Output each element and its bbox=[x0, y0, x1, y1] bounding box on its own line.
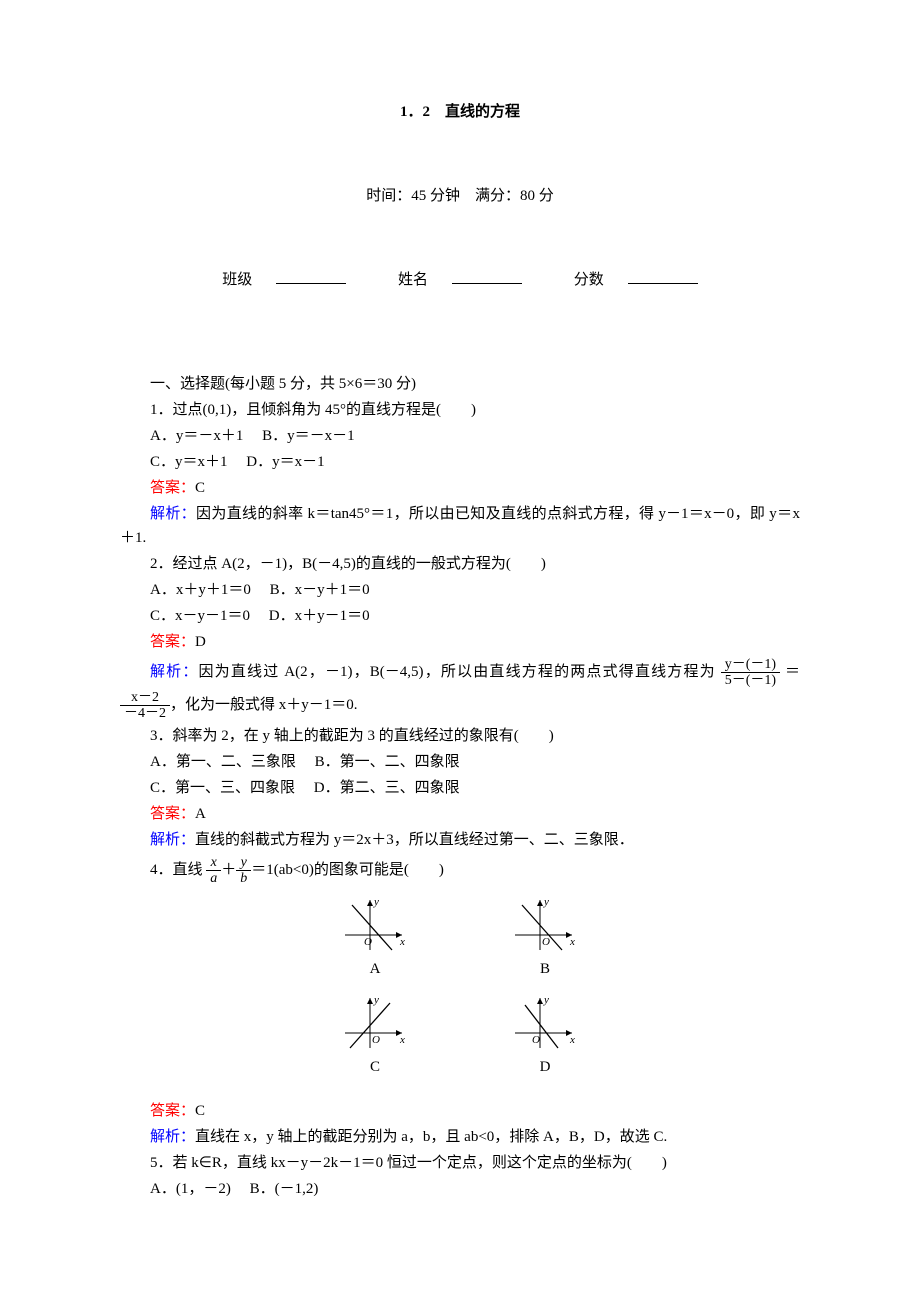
svg-text:x: x bbox=[569, 936, 575, 948]
analysis-label: 解析： bbox=[150, 1129, 195, 1145]
q3-answer: 答案：A bbox=[120, 802, 800, 826]
q4-frac2-den: b bbox=[236, 871, 251, 886]
q4-analysis-text: 直线在 x，y 轴上的截距分别为 a，b，且 ab<0，排除 A，B，D，故选 … bbox=[195, 1129, 667, 1145]
q1-analysis-text: 因为直线的斜率 k＝tan45°＝1，所以由已知及直线的点斜式方程，得 y－1＝… bbox=[120, 506, 800, 546]
q4-frac1: x a bbox=[206, 855, 221, 887]
diagram-label-B: B bbox=[540, 957, 550, 981]
class-blank[interactable] bbox=[276, 269, 346, 284]
q4-analysis: 解析：直线在 x，y 轴上的截距分别为 a，b，且 ab<0，排除 A，B，D，… bbox=[120, 1125, 800, 1149]
q2-optC: C．x－y－1＝0 bbox=[150, 608, 250, 624]
q2-analysis-pre: 因为直线过 A(2，－1)，B(－4,5)，所以由直线方程的两点式得直线方程为 bbox=[199, 664, 716, 680]
q4-diagram-D: O x y D bbox=[510, 993, 580, 1079]
svg-text:x: x bbox=[569, 1034, 575, 1046]
page-title: 1．2 直线的方程 bbox=[120, 100, 800, 124]
origin-label: O bbox=[364, 936, 372, 948]
q2-options-row2: C．x－y－1＝0 D．x＋y－1＝0 bbox=[120, 604, 800, 628]
answer-label: 答案： bbox=[150, 480, 195, 496]
q1-answer-value: C bbox=[195, 480, 205, 496]
diagram-label-A: A bbox=[370, 957, 381, 981]
q4-frac1-num: x bbox=[206, 855, 221, 871]
content: 一、选择题(每小题 5 分，共 5×6＝30 分) 1．过点(0,1)，且倾斜角… bbox=[120, 372, 800, 1201]
time-score: 时间：45 分钟 满分：80 分 bbox=[120, 184, 800, 208]
q2-optD: D．x＋y－1＝0 bbox=[269, 608, 370, 624]
class-label: 班级 bbox=[222, 272, 252, 288]
name-label: 姓名 bbox=[398, 272, 428, 288]
q3-analysis: 解析：直线的斜截式方程为 y＝2x＋3，所以直线经过第一、二、三象限． bbox=[120, 828, 800, 852]
svg-text:O: O bbox=[372, 1034, 380, 1046]
analysis-label: 解析： bbox=[150, 506, 196, 522]
q4-answer: 答案：C bbox=[120, 1099, 800, 1123]
answer-label: 答案： bbox=[150, 634, 195, 650]
q4-stem: 4．直线 x a ＋ y b ＝1(ab<0)的图象可能是( ) bbox=[120, 854, 800, 887]
q1-optC: C．y＝x＋1 bbox=[150, 454, 228, 470]
q4-frac2: y b bbox=[236, 855, 251, 887]
q1-stem: 1．过点(0,1)，且倾斜角为 45°的直线方程是( ) bbox=[120, 398, 800, 422]
q2-analysis: 解析：因为直线过 A(2，－1)，B(－4,5)，所以由直线方程的两点式得直线方… bbox=[120, 656, 800, 722]
q3-options-row1: A．第一、二、三象限 B．第一、二、四象限 bbox=[120, 750, 800, 774]
q3-optB: B．第一、二、四象限 bbox=[315, 754, 460, 770]
q4-diagram-B: O x y B bbox=[510, 895, 580, 981]
svg-text:O: O bbox=[532, 1034, 540, 1046]
svg-text:y: y bbox=[543, 994, 549, 1006]
q2-frac2: x－2 －4－2 bbox=[120, 690, 170, 722]
section1-heading: 一、选择题(每小题 5 分，共 5×6＝30 分) bbox=[120, 372, 800, 396]
answer-label: 答案： bbox=[150, 806, 195, 822]
q4-diagram-A: O x y A bbox=[340, 895, 410, 981]
q1-answer: 答案：C bbox=[120, 476, 800, 500]
q4-plus: ＋ bbox=[221, 862, 236, 878]
q4-diagrams: O x y A O x y B bbox=[120, 895, 800, 1091]
svg-text:O: O bbox=[542, 936, 550, 948]
score-blank[interactable] bbox=[628, 269, 698, 284]
analysis-label: 解析： bbox=[150, 832, 195, 848]
q3-analysis-text: 直线的斜截式方程为 y＝2x＋3，所以直线经过第一、二、三象限． bbox=[195, 832, 634, 848]
answer-label: 答案： bbox=[150, 1103, 195, 1119]
q2-optB: B．x－y＋1＝0 bbox=[270, 582, 370, 598]
q5-options-row1: A．(1，－2) B．(－1,2) bbox=[120, 1177, 800, 1201]
q4-frac1-den: a bbox=[206, 871, 221, 886]
q2-analysis-post: ，化为一般式得 x＋y－1＝0. bbox=[170, 697, 358, 713]
q4-stem-pre: 4．直线 bbox=[150, 862, 203, 878]
q1-optB: B．y＝－x－1 bbox=[262, 428, 355, 444]
q2-frac2-num: x－2 bbox=[120, 690, 170, 706]
q1-options-row1: A．y＝－x＋1 B．y＝－x－1 bbox=[120, 424, 800, 448]
score-label: 分数 bbox=[574, 272, 604, 288]
q4-diagram-C: O x y C bbox=[340, 993, 410, 1079]
q2-optA: A．x＋y＋1＝0 bbox=[150, 582, 251, 598]
q3-answer-value: A bbox=[195, 806, 206, 822]
q1-optA: A．y＝－x＋1 bbox=[150, 428, 243, 444]
q1-analysis: 解析：因为直线的斜率 k＝tan45°＝1，所以由已知及直线的点斜式方程，得 y… bbox=[120, 502, 800, 550]
svg-text:y: y bbox=[543, 896, 549, 908]
diagram-label-D: D bbox=[540, 1055, 551, 1079]
q5-optA: A．(1，－2) bbox=[150, 1181, 231, 1197]
q1-options-row2: C．y＝x＋1 D．y＝x－1 bbox=[120, 450, 800, 474]
q2-frac1-den: 5－(－1) bbox=[721, 673, 780, 688]
q3-options-row2: C．第一、三、四象限 D．第二、三、四象限 bbox=[120, 776, 800, 800]
q2-frac2-den: －4－2 bbox=[120, 706, 170, 721]
q4-frac2-num: y bbox=[236, 855, 251, 871]
q3-stem: 3．斜率为 2，在 y 轴上的截距为 3 的直线经过的象限有( ) bbox=[120, 724, 800, 748]
q4-answer-value: C bbox=[195, 1103, 205, 1119]
q2-frac1-num: y－(－1) bbox=[721, 657, 780, 673]
q2-options-row1: A．x＋y＋1＝0 B．x－y＋1＝0 bbox=[120, 578, 800, 602]
q3-optD: D．第二、三、四象限 bbox=[314, 780, 460, 796]
q3-optA: A．第一、二、三象限 bbox=[150, 754, 296, 770]
q2-answer-value: D bbox=[195, 634, 206, 650]
q3-optC: C．第一、三、四象限 bbox=[150, 780, 295, 796]
diagram-label-C: C bbox=[370, 1055, 380, 1079]
y-axis-label: y bbox=[373, 896, 379, 908]
svg-text:y: y bbox=[373, 994, 379, 1006]
svg-text:x: x bbox=[399, 1034, 405, 1046]
q4-stem-post: ＝1(ab<0)的图象可能是( ) bbox=[251, 862, 444, 878]
name-blank[interactable] bbox=[452, 269, 522, 284]
q1-optD: D．y＝x－1 bbox=[246, 454, 324, 470]
x-axis-label: x bbox=[399, 936, 405, 948]
q5-stem: 5．若 k∈R，直线 kx－y－2k－1＝0 恒过一个定点，则这个定点的坐标为(… bbox=[120, 1151, 800, 1175]
q5-optB: B．(－1,2) bbox=[250, 1181, 319, 1197]
q2-answer: 答案：D bbox=[120, 630, 800, 654]
eq-sign: ＝ bbox=[785, 664, 800, 680]
q2-stem: 2．经过点 A(2，－1)，B(－4,5)的直线的一般式方程为( ) bbox=[120, 552, 800, 576]
q2-frac1: y－(－1) 5－(－1) bbox=[721, 657, 780, 689]
student-info-blanks: 班级 姓名 分数 bbox=[120, 268, 800, 292]
analysis-label: 解析： bbox=[150, 664, 199, 680]
